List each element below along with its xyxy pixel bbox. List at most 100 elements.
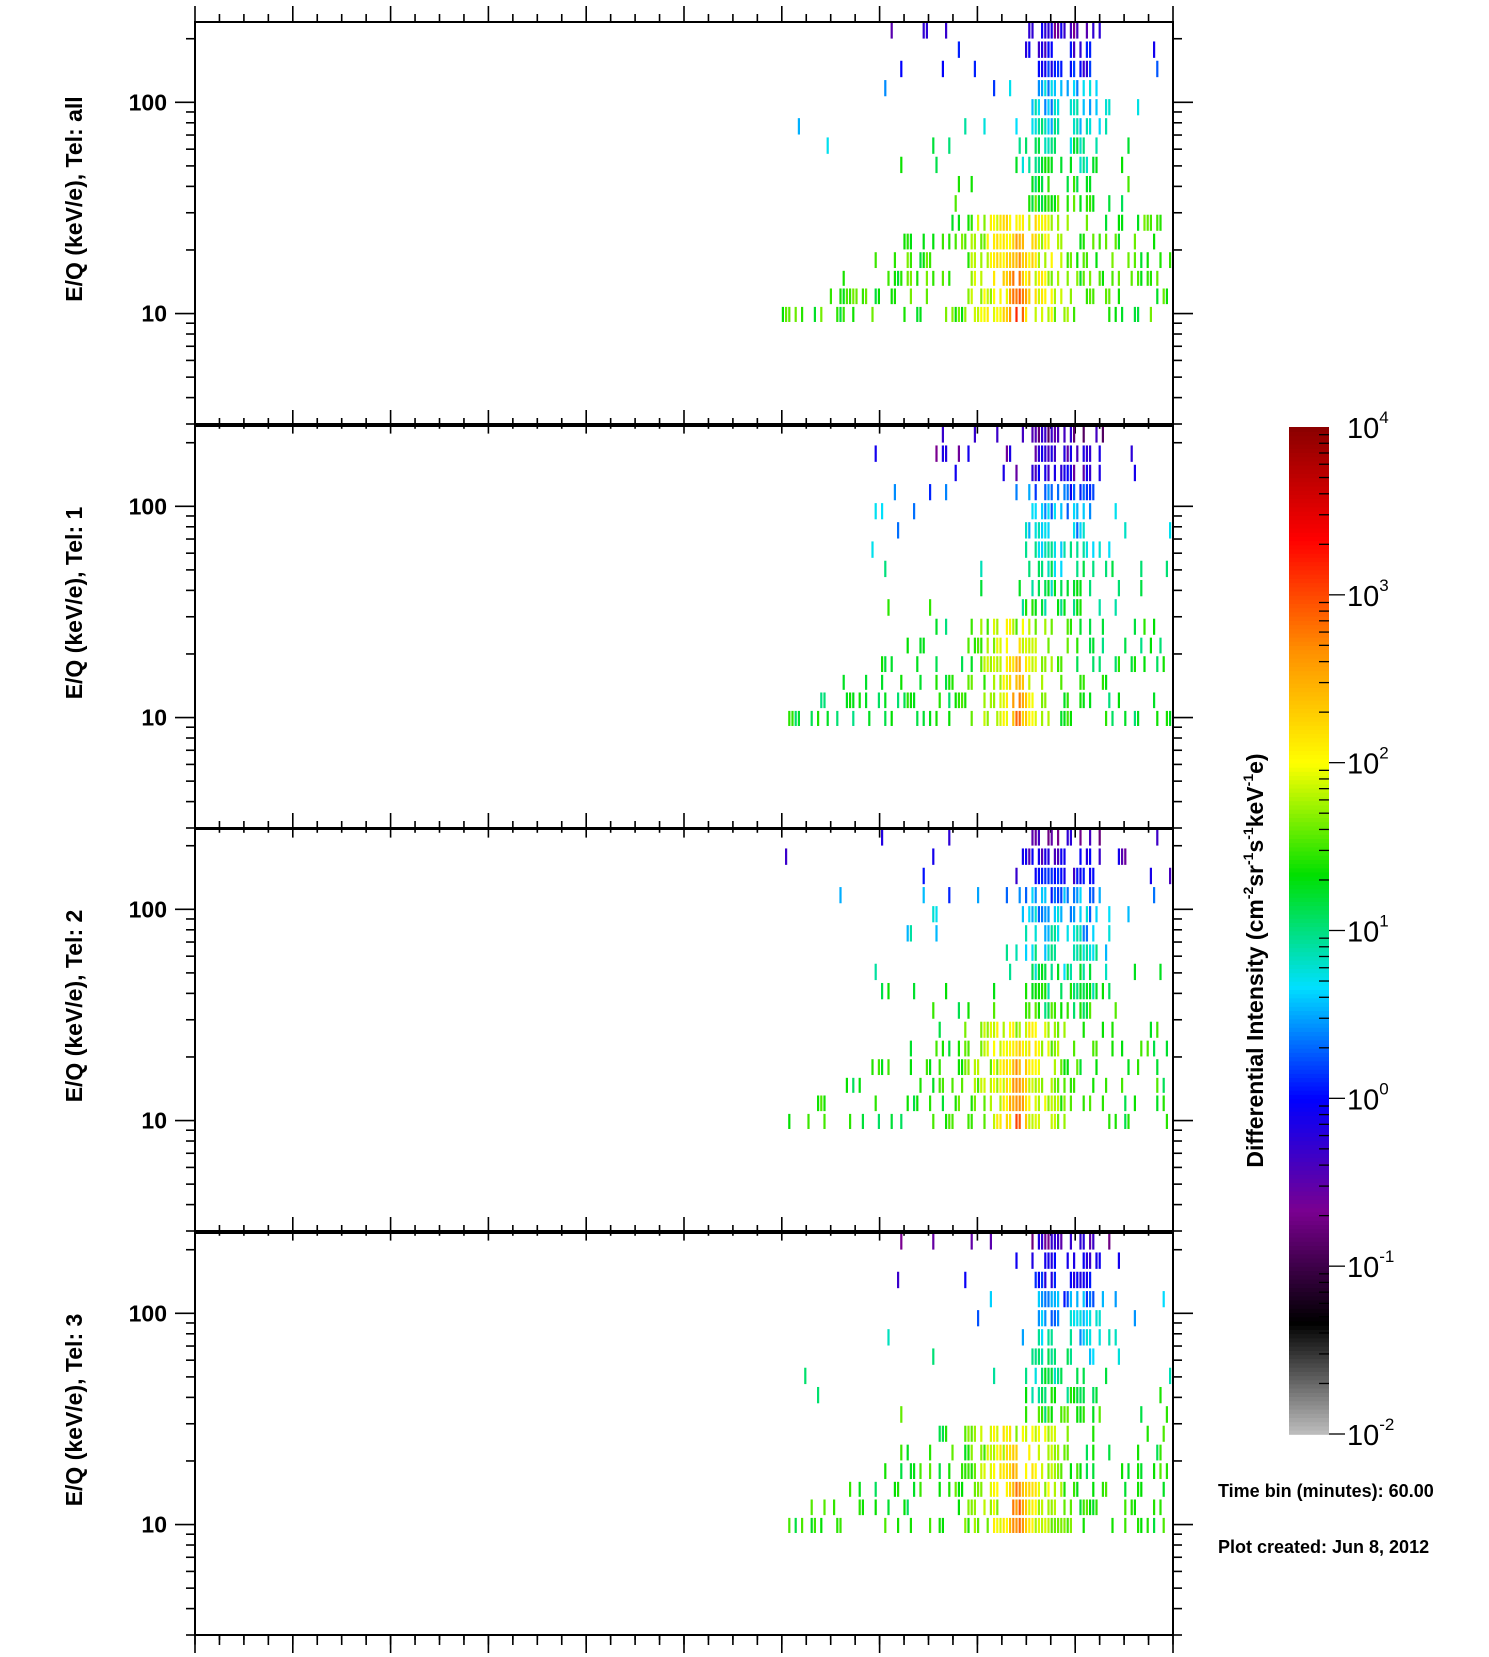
heatmap-cell [852,306,855,322]
heatmap-cell [1165,1040,1168,1057]
heatmap-cell [1162,1481,1165,1497]
heatmap-cell [967,288,970,305]
heatmap-cell [989,1444,992,1461]
heatmap-cell [893,270,896,286]
heatmap-cell [1021,637,1024,654]
heatmap-cell [1076,560,1079,578]
heatmap-cell [1053,1367,1056,1385]
heatmap-cell [1037,1271,1040,1289]
heatmap-cell [1015,656,1018,673]
heatmap-cell [945,618,948,635]
heatmap-cell [1111,270,1114,286]
heatmap-cell [1044,270,1047,286]
heatmap-cell [1031,1463,1034,1480]
colorbar-segment [1289,1056,1329,1062]
heatmap-cell [1079,156,1082,174]
heatmap-cell [1002,270,1005,286]
heatmap-cell [970,233,973,250]
heatmap-cell [881,982,884,1000]
heatmap-cell [1053,1386,1056,1404]
heatmap-cell [1092,288,1095,305]
colorbar-tick-label: 100 [1347,1079,1389,1116]
heatmap-cell [964,1425,967,1442]
colorbar-segment [1289,750,1329,756]
heatmap-cell [1140,579,1143,597]
heatmap-cell [1028,214,1031,231]
heatmap-cell [1057,1463,1060,1480]
heatmap-cell [1015,1040,1018,1057]
heatmap-cell [906,692,909,709]
heatmap-cell [1047,214,1050,231]
heatmap-cell [1098,848,1101,865]
heatmap-cell [1028,1499,1031,1516]
colorbar-segment [1289,838,1329,844]
plot-created-label: Plot created: Jun 8, 2012 [1218,1537,1429,1557]
heatmap-cell [1034,99,1037,116]
colorbar-segment [1289,1031,1329,1037]
colorbar-segment [1289,573,1329,579]
heatmap-cell [1025,1002,1028,1019]
heatmap-cell [1050,618,1053,635]
heatmap-cell [1140,252,1143,269]
heatmap-cell [1053,99,1056,116]
heatmap-cell [919,674,922,690]
heatmap-cell [1082,560,1085,578]
heatmap-cell [999,306,1002,322]
heatmap-cell [909,1040,912,1057]
heatmap-cell [973,1077,976,1093]
heatmap-cell [1073,60,1076,78]
heatmap-cell [1082,503,1085,520]
heatmap-cell [980,1463,983,1480]
y-tick-label: 10 [141,1108,167,1134]
heatmap-cell [1085,1329,1088,1346]
colorbar-segment [1289,712,1329,718]
heatmap-cell [1047,848,1050,865]
heatmap-cell [1069,426,1072,443]
heatmap-cell [967,1040,970,1057]
heatmap-cell [980,618,983,635]
heatmap-cell [1076,1291,1079,1308]
y-tick-label: 10 [141,1512,167,1538]
heatmap-cell [1034,306,1037,322]
heatmap-cell [1076,1406,1079,1423]
heatmap-cell [1047,1499,1050,1516]
colorbar-segment [1289,1383,1329,1389]
heatmap-cell [1153,1499,1156,1516]
heatmap-cell [996,1481,999,1497]
heatmap-cell [1079,1059,1082,1076]
heatmap-cell [909,925,912,942]
heatmap-cell [1079,137,1082,154]
heatmap-cell [916,1095,919,1112]
heatmap-cell [1047,445,1050,462]
heatmap-cell [788,306,791,322]
heatmap-cell [1101,1021,1104,1038]
heatmap-cell [1057,426,1060,443]
heatmap-cell [1057,867,1060,885]
heatmap-cell [996,1517,999,1533]
heatmap-cell [1037,270,1040,286]
heatmap-cell [973,426,976,443]
heatmap-cell [929,710,932,726]
heatmap-cell [1060,848,1063,865]
heatmap-cell [1021,1481,1024,1497]
heatmap-cell [964,118,967,135]
heatmap-cell [849,692,852,709]
heatmap-cell [1044,692,1047,709]
heatmap-cell [1015,156,1018,174]
colorbar-segment [1289,1006,1329,1012]
heatmap-cell [1034,1059,1037,1076]
heatmap-cell [1041,426,1044,443]
heatmap-cell [973,1059,976,1076]
heatmap-cell [1140,1463,1143,1480]
colorbar-segment [1289,670,1329,676]
heatmap-cell [1073,306,1076,322]
colorbar-segment [1289,1295,1329,1301]
heatmap-cell [1050,1406,1053,1423]
heatmap-cell [890,288,893,305]
colorbar-segment [1289,766,1329,772]
colorbar-segment [1289,863,1329,869]
heatmap-cell [1137,270,1140,286]
colorbar-segment [1289,1350,1329,1356]
heatmap-cell [1009,674,1012,690]
heatmap-cell [1041,233,1044,250]
